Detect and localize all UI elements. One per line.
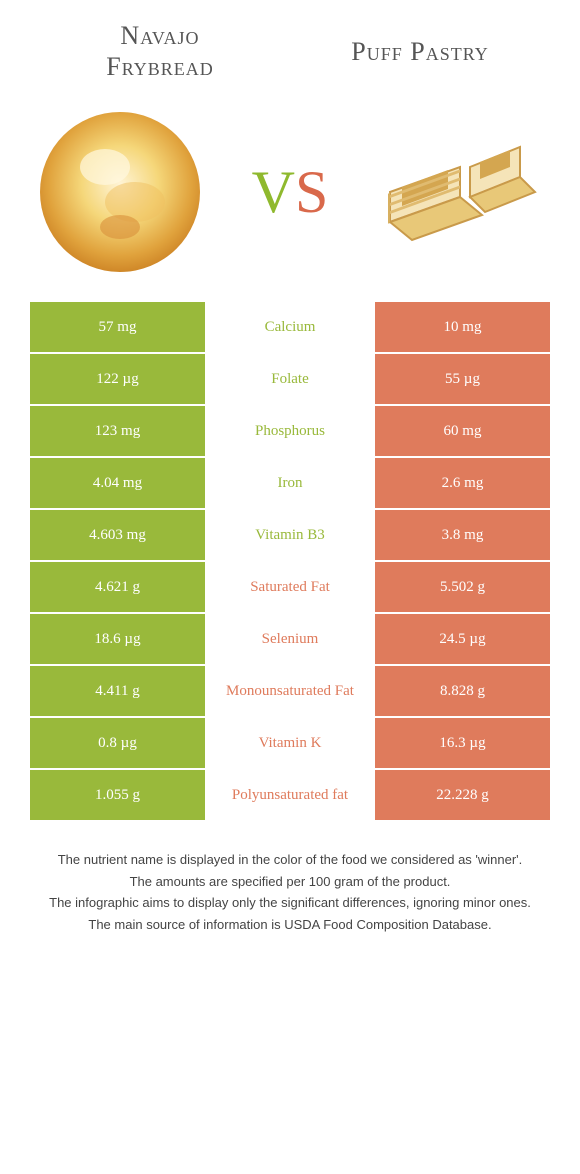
images-row: VS [0,92,580,302]
table-row: 57 mgCalcium10 mg [30,302,550,352]
left-value-cell: 4.603 mg [30,510,205,560]
right-value-cell: 16.3 µg [375,718,550,768]
right-value-cell: 24.5 µg [375,614,550,664]
nutrient-label-cell: Iron [205,458,375,508]
header-right: Puff Pastry [290,36,550,67]
left-food-title: Navajo Frybread [30,20,290,82]
table-row: 122 µgFolate55 µg [30,354,550,404]
vs-label: VS [252,158,329,227]
footer-line-1: The nutrient name is displayed in the co… [30,850,550,870]
right-value-cell: 2.6 mg [375,458,550,508]
table-row: 4.04 mgIron2.6 mg [30,458,550,508]
footer-line-4: The main source of information is USDA F… [30,915,550,935]
table-row: 4.603 mgVitamin B33.8 mg [30,510,550,560]
right-value-cell: 22.228 g [375,770,550,820]
nutrient-label-cell: Phosphorus [205,406,375,456]
left-value-cell: 4.621 g [30,562,205,612]
left-value-cell: 123 mg [30,406,205,456]
nutrient-label-cell: Polyunsaturated fat [205,770,375,820]
left-value-cell: 18.6 µg [30,614,205,664]
nutrient-label-cell: Monounsaturated Fat [205,666,375,716]
right-value-cell: 60 mg [375,406,550,456]
nutrient-label-cell: Calcium [205,302,375,352]
table-row: 18.6 µgSelenium24.5 µg [30,614,550,664]
puff-pastry-image [370,102,550,282]
footer-notes: The nutrient name is displayed in the co… [30,850,550,934]
table-row: 1.055 gPolyunsaturated fat22.228 g [30,770,550,820]
vs-s-letter: S [295,159,328,225]
nutrient-label-cell: Vitamin B3 [205,510,375,560]
nutrient-label-cell: Saturated Fat [205,562,375,612]
table-row: 4.411 gMonounsaturated Fat8.828 g [30,666,550,716]
table-row: 0.8 µgVitamin K16.3 µg [30,718,550,768]
right-value-cell: 10 mg [375,302,550,352]
right-food-title: Puff Pastry [290,36,550,67]
footer-line-2: The amounts are specified per 100 gram o… [30,872,550,892]
vs-v-letter: V [252,159,295,225]
right-value-cell: 5.502 g [375,562,550,612]
header-left: Navajo Frybread [30,20,290,82]
left-value-cell: 122 µg [30,354,205,404]
nutrient-label-cell: Vitamin K [205,718,375,768]
header: Navajo Frybread Puff Pastry [0,0,580,92]
left-value-cell: 1.055 g [30,770,205,820]
table-row: 4.621 gSaturated Fat5.502 g [30,562,550,612]
right-value-cell: 3.8 mg [375,510,550,560]
right-value-cell: 8.828 g [375,666,550,716]
left-value-cell: 57 mg [30,302,205,352]
left-value-cell: 0.8 µg [30,718,205,768]
nutrient-label-cell: Folate [205,354,375,404]
left-value-cell: 4.04 mg [30,458,205,508]
frybread-image [30,102,210,282]
right-value-cell: 55 µg [375,354,550,404]
table-row: 123 mgPhosphorus60 mg [30,406,550,456]
footer-line-3: The infographic aims to display only the… [30,893,550,913]
nutrient-label-cell: Selenium [205,614,375,664]
comparison-table: 57 mgCalcium10 mg122 µgFolate55 µg123 mg… [30,302,550,820]
left-value-cell: 4.411 g [30,666,205,716]
